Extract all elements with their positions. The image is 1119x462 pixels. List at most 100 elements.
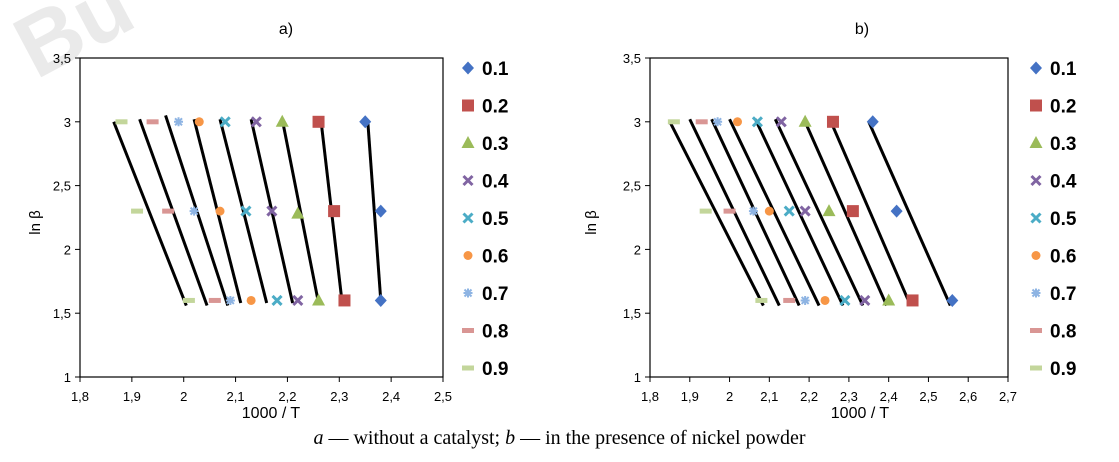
y-tick-label: 2 (634, 242, 641, 257)
x-tick-label: 2,5 (434, 389, 452, 404)
x-tick-label: 2,5 (919, 389, 937, 404)
data-point-0.6 (764, 206, 774, 216)
legend-label-0.3: 0.3 (1050, 134, 1076, 155)
y-tick-label: 2,5 (53, 179, 71, 194)
data-point-0.4 (859, 294, 871, 307)
x-tick-label: 1,9 (681, 389, 699, 404)
x-tick-label: 2,1 (227, 389, 245, 404)
legend-marker-0.9 (462, 365, 474, 371)
legend-label-0.6: 0.6 (482, 247, 508, 268)
data-point-0.5 (839, 294, 851, 307)
data-point-0.4 (799, 205, 811, 217)
trend-line-0.2 (829, 121, 912, 307)
trend-line-0.3 (280, 118, 321, 304)
data-point-0.7 (748, 206, 758, 216)
legend-marker-0.2 (462, 99, 474, 112)
legend-marker-0.3 (461, 136, 475, 148)
data-point-0.2 (906, 294, 919, 307)
legend-label-0.6: 0.6 (1050, 247, 1076, 268)
caption-b-letter: b (505, 427, 516, 449)
legend-marker-0.9 (1030, 365, 1042, 371)
data-point-0.3 (882, 293, 896, 306)
legend-marker-0.6 (1031, 251, 1041, 260)
x-tick-label: 2,4 (382, 389, 400, 404)
x-axis-label: 1000 / T (242, 405, 301, 422)
data-point-0.3 (275, 114, 289, 127)
legend-label-0.5: 0.5 (1050, 209, 1077, 230)
trend-line-0.4 (773, 118, 865, 307)
figure-caption: a — without a catalyst; b — in the prese… (0, 427, 1119, 450)
data-point-0.2 (328, 205, 341, 218)
data-point-0.7 (713, 117, 723, 127)
y-tick-label: 3 (64, 115, 71, 130)
y-tick-label: 2,5 (623, 179, 641, 194)
data-point-0.4 (292, 294, 304, 307)
data-point-0.8 (783, 297, 796, 303)
y-tick-label: 1 (64, 370, 71, 385)
legend-marker-0.8 (1030, 328, 1042, 333)
x-tick-label: 2,1 (760, 389, 778, 404)
data-point-0.7 (174, 117, 184, 127)
legend-label-0.7: 0.7 (1050, 284, 1076, 305)
x-tick-label: 2,6 (959, 389, 977, 404)
data-point-0.3 (291, 206, 305, 219)
legend-marker-0.5 (462, 212, 474, 224)
plot-area (79, 57, 444, 378)
x-tick-label: 2,2 (278, 389, 296, 404)
legend-label-0.2: 0.2 (482, 97, 508, 118)
data-point-0.5 (240, 205, 252, 217)
data-point-0.6 (820, 295, 830, 305)
data-point-0.1 (946, 293, 959, 307)
data-point-0.8 (695, 119, 708, 125)
trend-line-0.5 (218, 118, 269, 304)
legend-marker-0.4 (1030, 174, 1042, 187)
data-point-0.8 (162, 208, 175, 214)
data-point-0.6 (194, 117, 204, 127)
chart-title: a) (279, 21, 293, 38)
legend-label-0.9: 0.9 (482, 359, 508, 380)
legend-label-0.2: 0.2 (1050, 97, 1076, 118)
data-point-0.8 (146, 119, 159, 125)
data-point-0.9 (755, 297, 768, 303)
x-tick-label: 2,3 (330, 389, 348, 404)
legend-label-0.8: 0.8 (482, 322, 508, 343)
x-tick-label: 2 (726, 389, 733, 404)
legend-label-0.8: 0.8 (1050, 322, 1076, 343)
legend-marker-0.7 (1031, 288, 1041, 298)
x-tick-label: 1,8 (641, 389, 659, 404)
data-point-0.5 (783, 205, 795, 217)
y-tick-label: 3,5 (623, 51, 641, 66)
data-point-0.1 (374, 293, 387, 307)
legend-label-0.7: 0.7 (482, 284, 508, 305)
x-tick-label: 1,9 (123, 389, 141, 404)
data-point-0.2 (312, 115, 325, 128)
legend-label-0.3: 0.3 (482, 134, 508, 155)
data-point-0.9 (182, 297, 195, 303)
legend-marker-0.1 (1030, 61, 1042, 75)
trend-line-0.3 (803, 121, 889, 307)
legend-marker-0.4 (462, 174, 474, 187)
y-tick-label: 1 (634, 370, 641, 385)
data-point-0.9 (115, 119, 128, 125)
x-tick-label: 2,2 (800, 389, 818, 404)
data-point-0.2 (846, 205, 859, 218)
caption-a-text: — without a catalyst; (323, 427, 506, 449)
data-point-0.4 (775, 116, 787, 128)
legend-label-0.4: 0.4 (1050, 172, 1077, 193)
x-axis-label: 1000 / T (831, 405, 890, 422)
data-point-0.4 (266, 205, 278, 217)
trend-line-0.9 (112, 121, 188, 307)
legend-marker-0.7 (463, 288, 473, 298)
trend-line-0.1 (867, 121, 952, 307)
legend-marker-0.6 (463, 251, 473, 260)
data-point-0.9 (131, 208, 144, 214)
y-axis-label: ln β (583, 210, 600, 235)
legend-marker-0.8 (462, 328, 474, 333)
trend-line-0.5 (754, 118, 845, 307)
legend-marker-0.3 (1029, 136, 1043, 148)
data-point-0.3 (798, 114, 812, 127)
legend-marker-0.1 (462, 61, 474, 75)
data-point-0.8 (723, 208, 736, 214)
data-point-0.1 (866, 115, 879, 129)
legend-marker-0.2 (1030, 99, 1042, 112)
